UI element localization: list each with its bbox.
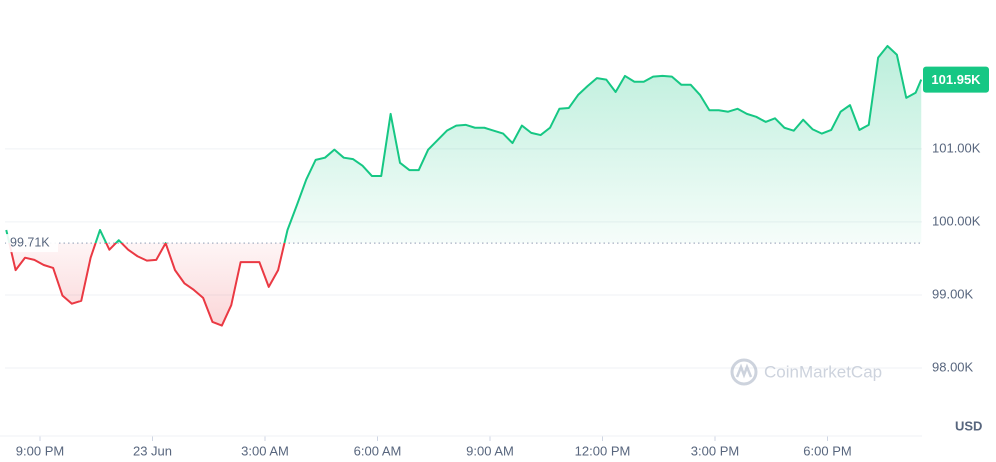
baseline-label-bg — [6, 234, 58, 253]
area-fill — [6, 45, 922, 326]
watermark: CoinMarketCap — [730, 358, 882, 386]
plot: 99.71K 101.95K — [5, 44, 989, 327]
watermark-logo — [730, 358, 758, 386]
x-tick-label: 6:00 PM — [803, 443, 851, 458]
y-tick-label: 101.00K — [932, 140, 981, 155]
y-tick-label: 98.00K — [932, 359, 974, 374]
axes: 98.00K 99.00K 100.00K 101.00K 9:00 PM 23 Jun 3… — [0, 140, 981, 458]
x-tick-label: 9:00 AM — [466, 443, 514, 458]
y-tick-label: 100.00K — [932, 213, 981, 228]
x-tick-label: 12:00 PM — [575, 443, 631, 458]
currency-label: USD — [955, 418, 982, 433]
last-price-label: 101.95K — [931, 72, 981, 87]
baseline-label: 99.71K — [10, 235, 50, 249]
x-tick-label: 6:00 AM — [354, 443, 402, 458]
watermark-text: CoinMarketCap — [764, 362, 882, 381]
watermark-logo-mark — [735, 363, 753, 379]
price-line — [5, 44, 923, 327]
y-tick-label: 99.00K — [932, 286, 974, 301]
x-tick-label: 3:00 AM — [241, 443, 289, 458]
x-tick-label: 3:00 PM — [691, 443, 739, 458]
last-price-badge — [923, 66, 989, 93]
x-tick-label: 9:00 PM — [16, 443, 64, 458]
x-tick-label: 23 Jun — [133, 443, 172, 458]
